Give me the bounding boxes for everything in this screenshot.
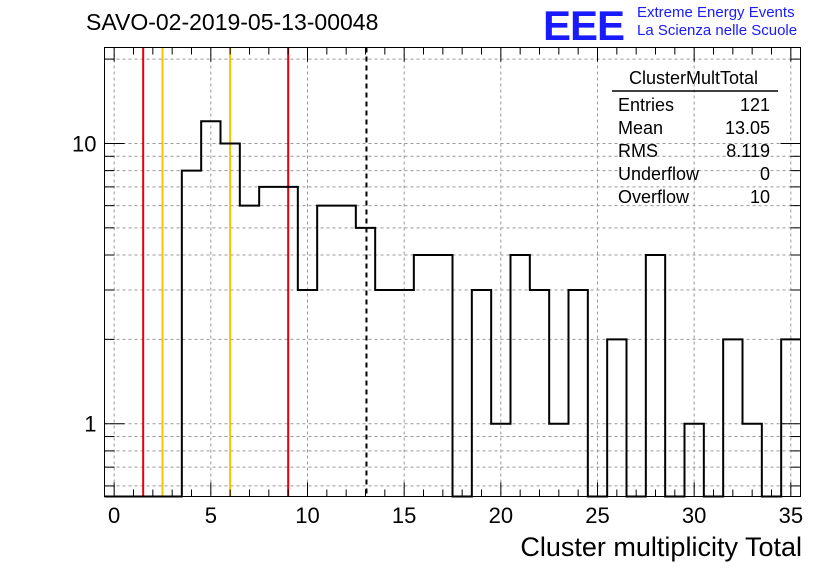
x-tick-label: 15 bbox=[392, 503, 416, 528]
stats-value: 10 bbox=[750, 187, 770, 207]
stats-value: 8.119 bbox=[726, 141, 770, 161]
stats-label: Overflow bbox=[618, 187, 690, 207]
histogram-bin bbox=[395, 290, 414, 496]
logo-line-2: La Scienza nelle Scuole bbox=[637, 22, 798, 39]
histogram-bin bbox=[646, 255, 665, 497]
stats-label: Entries bbox=[618, 95, 674, 115]
histogram-bin bbox=[298, 290, 317, 496]
histogram-bin bbox=[240, 206, 259, 497]
stats-label: Mean bbox=[618, 118, 663, 138]
stats-label: Underflow bbox=[618, 164, 700, 184]
histogram-bin bbox=[781, 339, 800, 496]
plot-frame bbox=[104, 47, 801, 497]
histogram-outline bbox=[104, 120, 801, 498]
histogram-bin bbox=[607, 339, 626, 496]
x-tick-label: 30 bbox=[682, 503, 706, 528]
x-tick-label: 35 bbox=[779, 503, 803, 528]
x-tick-label: 5 bbox=[205, 503, 217, 528]
histogram-bin bbox=[549, 424, 568, 497]
histogram-bin bbox=[569, 290, 588, 496]
histogram-bin bbox=[375, 290, 394, 496]
x-axis-label: Cluster multiplicity Total bbox=[520, 532, 802, 562]
x-tick-label: 0 bbox=[108, 503, 120, 528]
logo-line-1: Extreme Energy Events bbox=[637, 4, 795, 21]
stats-value: 13.05 bbox=[725, 118, 770, 138]
histogram-bin bbox=[723, 339, 742, 496]
histogram-bin bbox=[472, 290, 491, 496]
histogram-bin bbox=[317, 206, 336, 497]
histogram-bin bbox=[337, 206, 356, 497]
histogram-bin bbox=[182, 171, 201, 497]
stats-value: 0 bbox=[760, 164, 770, 184]
histogram-bin bbox=[530, 290, 549, 496]
stats-value: 121 bbox=[740, 95, 770, 115]
stats-title: ClusterMultTotal bbox=[629, 68, 758, 88]
x-tick-label: 10 bbox=[295, 503, 319, 528]
histogram-bin bbox=[259, 187, 278, 497]
eee-logo: EEE bbox=[543, 2, 625, 49]
y-tick-label: 10 bbox=[72, 131, 96, 156]
histogram-bin bbox=[414, 255, 433, 497]
histogram-bin bbox=[433, 255, 452, 497]
chart-title: SAVO-02-2019-05-13-00048 bbox=[86, 9, 379, 35]
x-tick-label: 20 bbox=[489, 503, 513, 528]
stats-label: RMS bbox=[618, 141, 658, 161]
histogram-bin bbox=[511, 255, 530, 497]
y-tick-label: 1 bbox=[84, 412, 96, 437]
x-tick-label: 25 bbox=[585, 503, 609, 528]
